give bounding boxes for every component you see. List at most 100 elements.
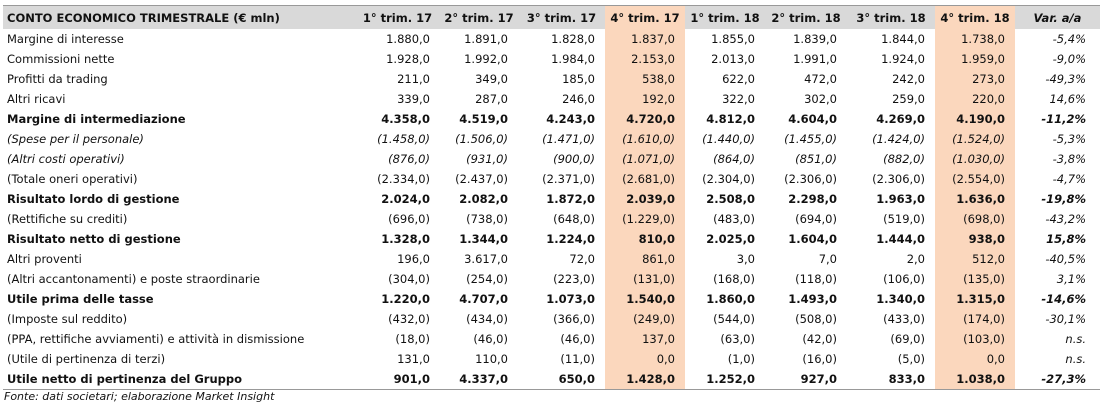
value-cell: (42,0) <box>802 332 837 346</box>
value-cell: (1.471,0) <box>542 132 595 146</box>
row-label: (Rettifiche su crediti) <box>7 212 128 226</box>
value-cell: 192,0 <box>605 89 685 109</box>
row-label: Risultato netto di gestione <box>7 232 181 246</box>
table-row: (Altri accantonamenti) e poste straordin… <box>3 269 1100 289</box>
value-cell: 242,0 <box>892 72 925 86</box>
value-cell: 2.508,0 <box>706 192 755 206</box>
row-label: Commissioni nette <box>7 52 115 66</box>
value-cell: (2.306,0) <box>784 172 837 186</box>
value-cell: 2.013,0 <box>711 52 755 66</box>
value-cell: 1.220,0 <box>381 292 430 306</box>
table-row: Risultato netto di gestione 1.328,0 1.344,… <box>3 229 1100 249</box>
value-cell: (1.071,0) <box>605 149 685 169</box>
value-cell: (648,0) <box>553 212 595 226</box>
value-cell: 833,0 <box>847 369 935 390</box>
value-cell: 339,0 <box>397 92 430 106</box>
value-cell: (131,0) <box>605 269 685 289</box>
value-cell: 220,0 <box>935 89 1015 109</box>
value-cell: 1.839,0 <box>793 32 837 46</box>
value-cell: (432,0) <box>388 312 430 326</box>
table-row: (Altri costi operativi) (876,0) (931,0) (90… <box>3 149 1100 169</box>
row-label: (PPA, rettifiche avviamenti) e attività … <box>7 332 305 346</box>
value-cell: 1.860,0 <box>706 292 755 306</box>
value-cell: (223,0) <box>553 272 595 286</box>
value-cell: 622,0 <box>722 72 755 86</box>
value-cell: 938,0 <box>935 229 1015 249</box>
row-label: Margine di interesse <box>7 32 124 46</box>
value-cell: (2.334,0) <box>377 172 430 186</box>
row-label: (Spese per il personale) <box>7 132 144 146</box>
value-cell: (1.610,0) <box>605 129 685 149</box>
value-cell: (16,0) <box>802 352 837 366</box>
value-cell: 4.812,0 <box>706 112 755 126</box>
value-cell: 7,0 <box>818 252 837 266</box>
value-cell: (864,0) <box>713 152 755 166</box>
table-body: Margine di interesse 1.880,0 1.891,0 1.828,… <box>3 29 1100 390</box>
value-cell: (1.458,0) <box>377 132 430 146</box>
value-cell: 4.519,0 <box>459 112 508 126</box>
value-cell: 4.269,0 <box>876 112 925 126</box>
value-cell: (304,0) <box>388 272 430 286</box>
header-label: CONTO ECONOMICO TRIMESTRALE (€ mln) <box>3 5 355 29</box>
row-label: (Utile di pertinenza di terzi) <box>7 352 166 366</box>
value-cell: (851,0) <box>795 152 837 166</box>
change-cell: -19,8% <box>1041 192 1086 206</box>
value-cell: 810,0 <box>605 229 685 249</box>
column-header: 1° trim. 18 <box>685 5 765 29</box>
value-cell: 1.855,0 <box>711 32 755 46</box>
value-cell: 1.924,0 <box>881 52 925 66</box>
value-cell: (876,0) <box>388 152 430 166</box>
change-cell: -27,3% <box>1015 369 1100 390</box>
value-cell: 1.991,0 <box>793 52 837 66</box>
value-cell: (1.440,0) <box>702 132 755 146</box>
value-cell: 1.636,0 <box>935 189 1015 209</box>
value-cell: 1.315,0 <box>935 289 1015 309</box>
column-header: 4° trim. 18 <box>935 5 1015 29</box>
value-cell: 1.493,0 <box>788 292 837 306</box>
value-cell: 4.707,0 <box>459 292 508 306</box>
row-label: Profitti da trading <box>7 72 108 86</box>
value-cell: 196,0 <box>397 252 430 266</box>
row-label: Utile prima delle tasse <box>7 292 154 306</box>
value-cell: 1.928,0 <box>386 52 430 66</box>
value-cell: (1.455,0) <box>784 132 837 146</box>
value-cell: 2.082,0 <box>459 192 508 206</box>
value-cell: 1.540,0 <box>605 289 685 309</box>
change-cell: -43,2% <box>1045 212 1086 226</box>
value-cell: 322,0 <box>722 92 755 106</box>
value-cell: 1.837,0 <box>605 29 685 49</box>
change-cell: -4,7% <box>1052 172 1086 186</box>
column-header: Var. a/a <box>1015 5 1100 29</box>
value-cell: (135,0) <box>935 269 1015 289</box>
change-cell: n.s. <box>1065 352 1086 366</box>
source-note: Fonte: dati societari; elaborazione Mark… <box>4 390 275 403</box>
value-cell: (1.524,0) <box>935 129 1015 149</box>
value-cell: 0,0 <box>935 349 1015 369</box>
value-cell: (63,0) <box>720 332 755 346</box>
table-row: (Utile di pertinenza di terzi) 131,0 110,0… <box>3 349 1100 369</box>
change-cell: -11,2% <box>1041 112 1086 126</box>
value-cell: 1.038,0 <box>935 369 1015 390</box>
value-cell: 211,0 <box>397 72 430 86</box>
value-cell: 1.872,0 <box>546 192 595 206</box>
value-cell: 137,0 <box>605 329 685 349</box>
row-label: (Altri costi operativi) <box>7 152 125 166</box>
value-cell: (103,0) <box>935 329 1015 349</box>
value-cell: (2.304,0) <box>702 172 755 186</box>
header-row: CONTO ECONOMICO TRIMESTRALE (€ mln) 1° tr… <box>3 5 1100 29</box>
value-cell: 3.617,0 <box>464 252 508 266</box>
value-cell: 2.024,0 <box>381 192 430 206</box>
value-cell: 1.880,0 <box>386 32 430 46</box>
value-cell: (1,0) <box>727 352 755 366</box>
value-cell: (1.424,0) <box>872 132 925 146</box>
value-cell: (698,0) <box>935 209 1015 229</box>
value-cell: 1.224,0 <box>546 232 595 246</box>
value-cell: 1.959,0 <box>935 49 1015 69</box>
change-cell: -3,8% <box>1052 152 1086 166</box>
value-cell: 901,0 <box>355 369 440 390</box>
column-header: 2° trim. 17 <box>440 5 518 29</box>
change-cell: -14,6% <box>1041 292 1086 306</box>
value-cell: (882,0) <box>883 152 925 166</box>
value-cell: 650,0 <box>518 369 605 390</box>
value-cell: (168,0) <box>713 272 755 286</box>
